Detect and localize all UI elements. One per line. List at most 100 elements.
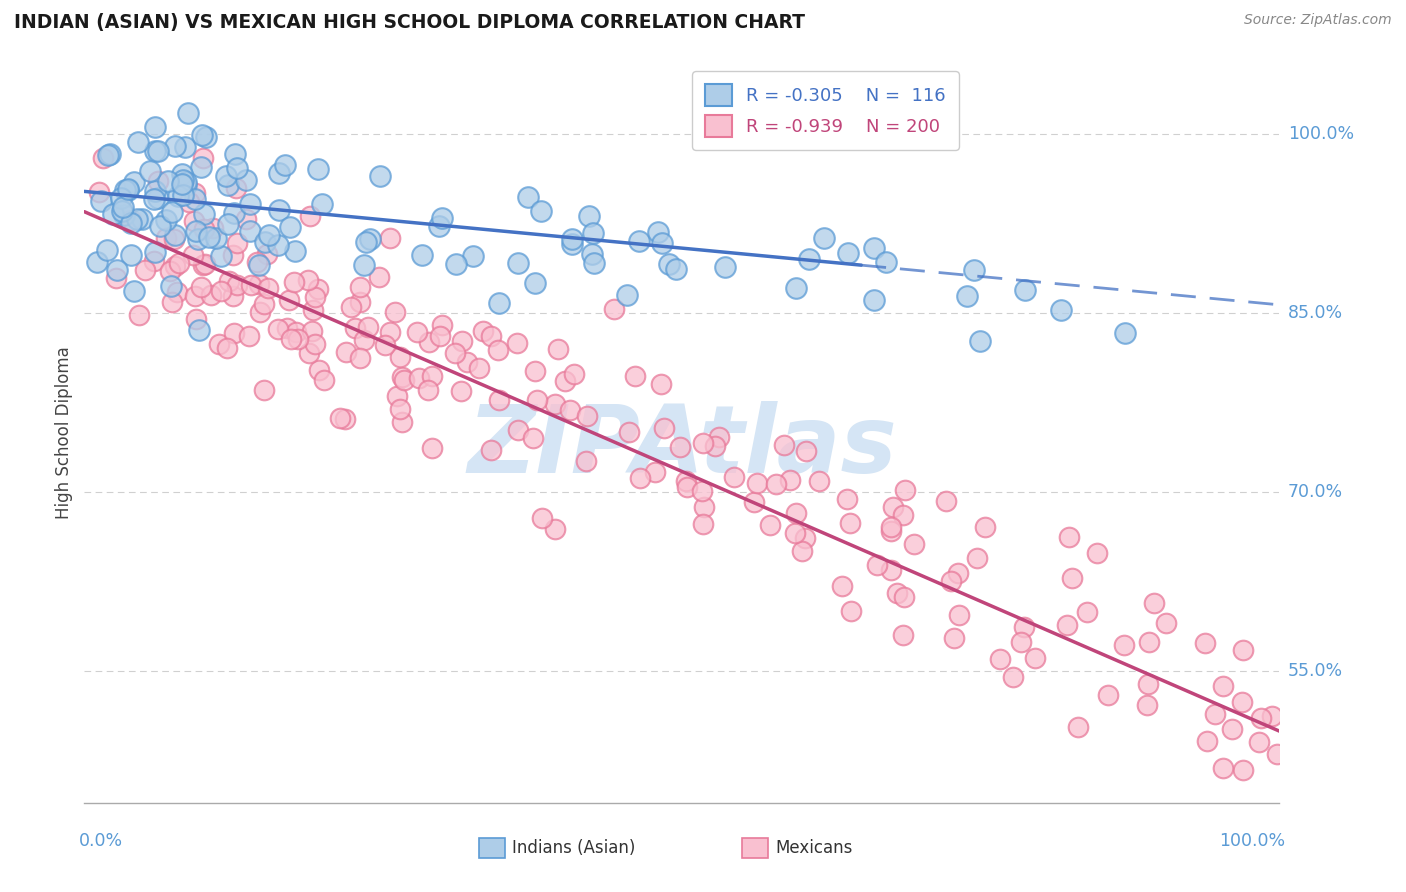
Point	[226, 161, 249, 175]
Point	[335, 344, 357, 359]
Point	[378, 231, 401, 245]
Point	[193, 207, 215, 221]
Point	[582, 226, 605, 240]
Point	[307, 282, 329, 296]
Point	[187, 232, 209, 246]
Point	[112, 200, 135, 214]
Point	[969, 334, 991, 348]
Point	[176, 178, 198, 192]
Point	[652, 421, 675, 435]
Point	[1014, 283, 1036, 297]
Point	[990, 652, 1012, 666]
Point	[582, 256, 605, 270]
Point	[124, 284, 146, 298]
Point	[408, 371, 430, 385]
Point	[101, 207, 124, 221]
Point	[159, 264, 181, 278]
Point	[432, 211, 454, 226]
Text: 55.0%: 55.0%	[1288, 663, 1343, 681]
Point	[245, 255, 267, 269]
Point	[172, 173, 194, 187]
Point	[1143, 596, 1166, 610]
Point	[1011, 635, 1033, 649]
Point	[215, 169, 238, 183]
Point	[98, 147, 121, 161]
Point	[298, 345, 321, 359]
Point	[125, 211, 148, 226]
Point	[650, 376, 672, 391]
Point	[522, 431, 544, 445]
Point	[1114, 326, 1136, 340]
Point	[389, 402, 412, 417]
Point	[530, 203, 553, 218]
Point	[202, 221, 225, 235]
Point	[121, 212, 143, 227]
Point	[444, 257, 467, 271]
Point	[785, 281, 807, 295]
Point	[159, 279, 181, 293]
Point	[943, 631, 966, 645]
Point	[247, 258, 270, 272]
Point	[765, 476, 787, 491]
Point	[1112, 638, 1135, 652]
Point	[576, 409, 599, 423]
Point	[1212, 761, 1234, 775]
Point	[479, 328, 502, 343]
Point	[418, 383, 440, 397]
Point	[354, 235, 377, 249]
Point	[893, 508, 915, 523]
Point	[155, 230, 177, 244]
Point	[561, 231, 583, 245]
Point	[254, 235, 277, 250]
Point	[87, 185, 110, 199]
Point	[723, 469, 745, 483]
Point	[329, 411, 352, 425]
Point	[284, 244, 307, 259]
Point	[651, 235, 673, 250]
Point	[240, 277, 263, 292]
Point	[1137, 635, 1160, 649]
Point	[429, 328, 451, 343]
Point	[194, 257, 217, 271]
Point	[143, 192, 166, 206]
Point	[177, 195, 200, 210]
Point	[581, 247, 603, 261]
Point	[797, 252, 820, 267]
Point	[114, 183, 136, 197]
Point	[1136, 677, 1159, 691]
Point	[508, 256, 530, 270]
Point	[1232, 694, 1254, 708]
Legend: R = -0.305    N =  116, R = -0.939    N = 200: R = -0.305 N = 116, R = -0.939 N = 200	[692, 71, 959, 150]
Text: 0.0%: 0.0%	[79, 832, 122, 850]
Point	[127, 135, 149, 149]
Point	[301, 302, 323, 317]
Point	[335, 412, 357, 426]
Point	[388, 350, 411, 364]
Point	[1232, 643, 1254, 657]
Point	[110, 191, 132, 205]
Point	[745, 476, 768, 491]
Point	[675, 474, 697, 488]
Point	[287, 332, 309, 346]
Point	[222, 206, 245, 220]
Point	[172, 167, 194, 181]
Point	[226, 236, 249, 251]
Point	[617, 425, 640, 439]
Point	[249, 305, 271, 319]
Point	[117, 183, 139, 197]
Text: Mexicans: Mexicans	[775, 839, 852, 857]
Point	[225, 180, 247, 194]
Point	[894, 483, 917, 497]
Point	[506, 336, 529, 351]
Point	[353, 258, 375, 272]
Bar	[479, 838, 505, 858]
Bar	[742, 838, 768, 858]
Point	[1097, 689, 1119, 703]
Point	[523, 364, 546, 378]
Point	[1136, 698, 1159, 713]
Point	[190, 280, 212, 294]
Point	[939, 574, 962, 588]
Point	[893, 590, 915, 604]
Point	[172, 178, 194, 192]
Point	[297, 273, 319, 287]
